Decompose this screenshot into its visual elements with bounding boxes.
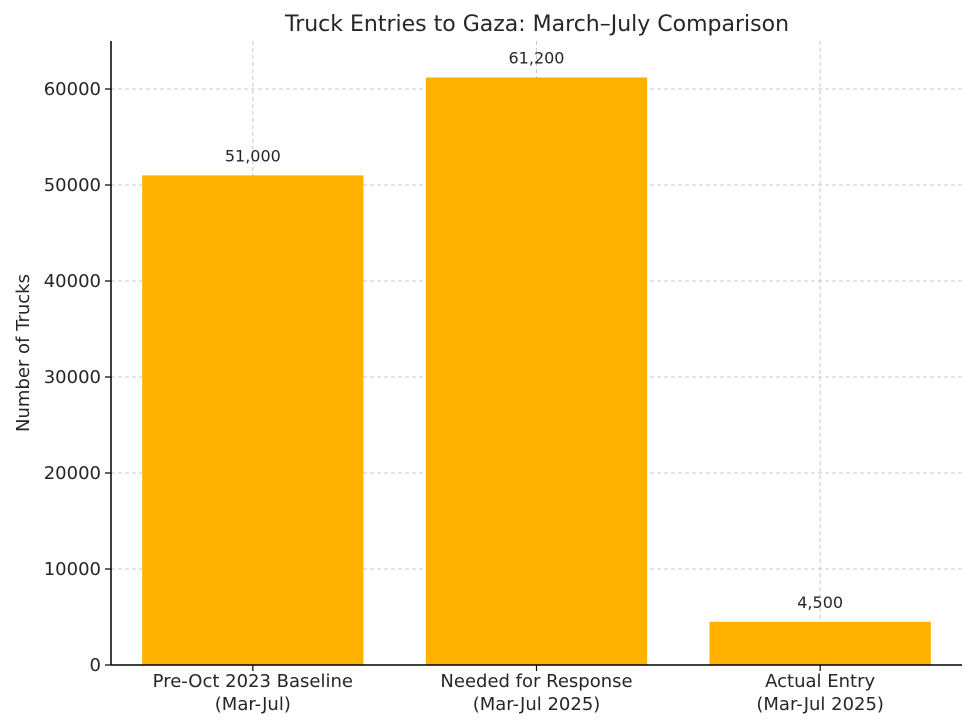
y-tick-label: 40000: [44, 271, 101, 292]
data-label: 51,000: [225, 146, 281, 165]
x-tick-label: Actual Entry (Mar-Jul 2025): [756, 671, 884, 715]
x-tick-label: Needed for Response (Mar-Jul 2025): [440, 671, 632, 715]
y-tick-label: 50000: [44, 175, 101, 196]
y-tick-label: 10000: [44, 559, 101, 580]
bars: [142, 77, 931, 666]
y-tick-label: 0: [90, 655, 101, 676]
data-label: 4,500: [797, 593, 843, 612]
bar: [709, 621, 931, 665]
data-label: 61,200: [509, 48, 565, 67]
labels: 51,000 61,200 4,500 0 10000 20000 30000 40000 50…: [44, 48, 884, 715]
chart-title: Truck Entries to Gaza: March–July Compar…: [284, 12, 789, 37]
y-tick-label: 60000: [44, 79, 101, 100]
y-axis-label: Number of Trucks: [13, 274, 34, 432]
bar: [425, 77, 648, 666]
y-tick-label: 30000: [44, 367, 101, 388]
axes: [105, 41, 962, 671]
y-tick-label: 20000: [44, 463, 101, 484]
bar: [142, 175, 364, 665]
x-tick-label: Pre-Oct 2023 Baseline (Mar-Jul): [153, 671, 353, 715]
